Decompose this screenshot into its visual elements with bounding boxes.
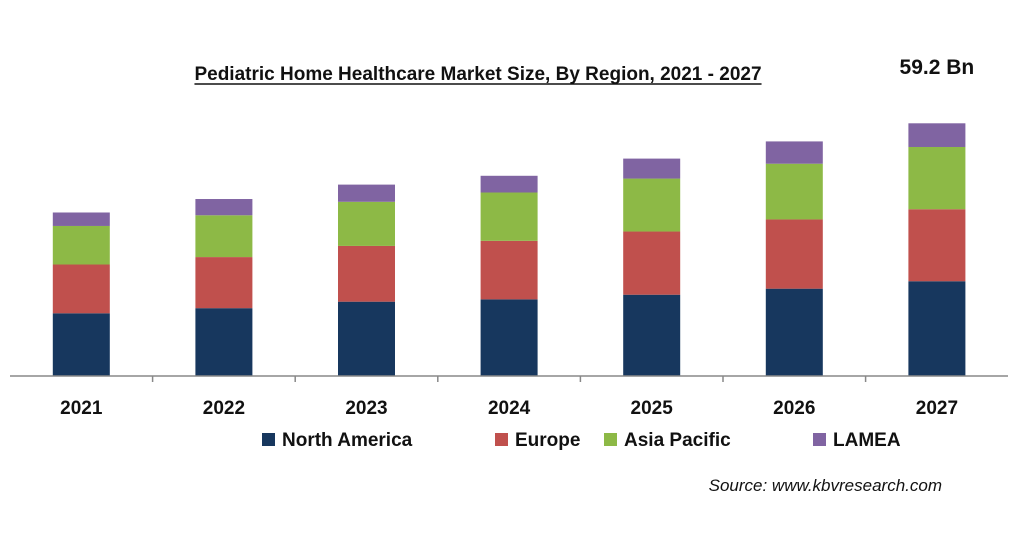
bar-2021-asia-pacific bbox=[52, 225, 110, 265]
bar-2021-north-america bbox=[52, 313, 110, 376]
legend-label-asia-pacific: Asia Pacific bbox=[624, 430, 731, 451]
bar-2022-north-america bbox=[195, 308, 253, 376]
legend-label-europe: Europe bbox=[515, 430, 580, 451]
bar-2022-lamea bbox=[195, 199, 253, 216]
legend-item-europe: Europe bbox=[495, 430, 580, 451]
legend-item-lamea: LAMEA bbox=[813, 430, 901, 451]
bar-2026-asia-pacific bbox=[765, 163, 823, 220]
bar-2027-lamea bbox=[908, 123, 966, 147]
bars-layer bbox=[52, 123, 966, 376]
bar-2026-north-america bbox=[765, 288, 823, 376]
bar-2025-north-america bbox=[623, 294, 681, 376]
bar-2027-north-america bbox=[908, 281, 966, 376]
bar-2021-europe bbox=[52, 264, 110, 314]
bar-2027-europe bbox=[908, 209, 966, 282]
legend-item-north-america: North America bbox=[262, 430, 413, 451]
legend-swatch-north-america bbox=[262, 433, 275, 446]
bar-2024-europe bbox=[480, 240, 538, 300]
bar-2022-europe bbox=[195, 257, 253, 309]
legend-swatch-lamea bbox=[813, 433, 826, 446]
legend-swatch-europe bbox=[495, 433, 508, 446]
total-value-label: 59.2 Bn bbox=[900, 56, 975, 79]
x-axis-ticks: 2021 2022 2023 2024 2025 2026 2027 bbox=[60, 376, 958, 419]
x-tick-label-2024: 2024 bbox=[488, 398, 531, 419]
bar-2023-north-america bbox=[338, 301, 395, 376]
bar-2024-lamea bbox=[480, 175, 538, 193]
bar-2023-asia-pacific bbox=[338, 201, 395, 246]
x-tick-label-2021: 2021 bbox=[60, 398, 103, 419]
x-tick-label-2025: 2025 bbox=[631, 398, 674, 419]
bar-2027-asia-pacific bbox=[908, 146, 966, 210]
bar-2022-asia-pacific bbox=[195, 215, 253, 258]
legend-label-north-america: North America bbox=[282, 430, 413, 451]
bar-2026-lamea bbox=[765, 141, 823, 164]
legend-item-asia-pacific: Asia Pacific bbox=[604, 430, 731, 451]
bar-2021-lamea bbox=[52, 212, 110, 226]
chart-title: Pediatric Home Healthcare Market Size, B… bbox=[194, 64, 761, 85]
x-tick-label-2027: 2027 bbox=[916, 398, 958, 419]
bar-2026-europe bbox=[765, 219, 823, 289]
x-tick-label-2022: 2022 bbox=[203, 398, 245, 419]
legend-swatch-asia-pacific bbox=[604, 433, 617, 446]
x-tick-label-2026: 2026 bbox=[773, 398, 815, 419]
bar-2025-asia-pacific bbox=[623, 178, 681, 232]
legend: North America Europe Asia Pacific LAMEA bbox=[262, 430, 901, 451]
bar-2023-lamea bbox=[338, 184, 395, 202]
bar-2023-europe bbox=[338, 245, 395, 302]
bar-2025-lamea bbox=[623, 158, 681, 179]
bar-2025-europe bbox=[623, 231, 681, 295]
bar-2024-asia-pacific bbox=[480, 192, 538, 241]
legend-label-lamea: LAMEA bbox=[833, 430, 901, 451]
annotations-layer: 59.2 Bn bbox=[900, 56, 975, 79]
x-tick-label-2023: 2023 bbox=[345, 398, 387, 419]
source-text: Source: www.kbvresearch.com bbox=[709, 476, 942, 495]
bar-2024-north-america bbox=[480, 299, 538, 376]
